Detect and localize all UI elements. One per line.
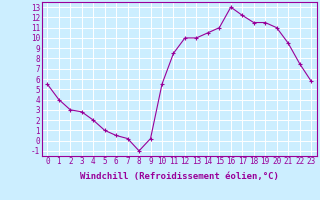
X-axis label: Windchill (Refroidissement éolien,°C): Windchill (Refroidissement éolien,°C) <box>80 172 279 181</box>
